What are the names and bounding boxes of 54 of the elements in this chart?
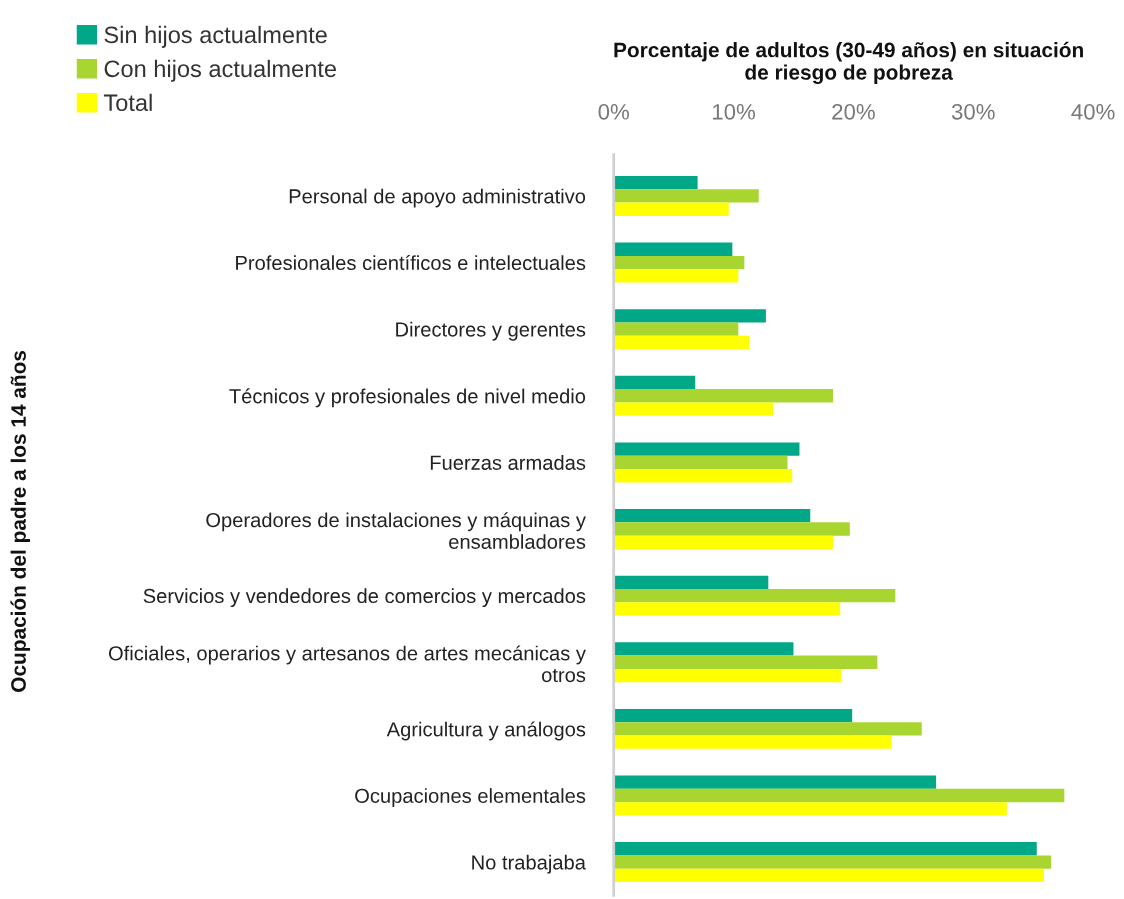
bar [613,455,788,470]
legend-label: Sin hijos actualmente [104,25,327,48]
bar [613,868,1044,883]
bar [613,255,745,270]
y-tick-label: Profesionales científicos e intelectuales [236,255,586,271]
legend-label: Total [103,93,152,112]
y-tick-label: Técnicos y profesionales de nivel medio [229,388,586,408]
bar [613,788,1065,803]
x-tick-label: 10% [713,103,755,120]
bar [613,202,729,216]
bar [613,402,774,416]
bar [613,442,800,456]
bar [613,642,794,656]
bar [613,535,834,549]
x-tick-label: 0% [598,103,629,120]
y-tick-label: Fuerzas armadas [430,455,586,470]
bar [613,322,739,336]
bar [613,522,850,536]
bar [613,802,1007,816]
y-tick-label: Oficiales, operarios y artesanos de artes mecánicas y otros [108,645,586,683]
y-tick-label: Agricultura y análogos [386,721,586,741]
bar [613,655,878,669]
bar [613,389,834,403]
bar [613,588,896,603]
bar [613,842,1037,856]
bar [613,335,750,350]
y-tick-label: Directores y gerentes [396,321,586,341]
x-tick-label: 30% [951,103,995,120]
y-tick-label: Personal de apoyo administrativo [289,188,586,208]
bar [613,735,892,749]
bar [613,668,842,683]
bar [613,509,811,523]
bar [613,189,759,203]
chart-title: Porcentaje de adultos (30-49 años) en situación de riesgo de pobreza [614,41,1083,84]
bar [613,269,739,283]
x-tick-label: 40% [1071,103,1115,120]
bar [613,602,841,616]
bar [613,309,766,323]
legend-label: Con hijos actualmente [104,59,336,82]
y-tick-label: Operadores de instalaciones y máquinas y ensambladores [206,512,586,549]
y-axis-title: Ocupación del padre a los 14 años [10,350,31,692]
bar [613,375,696,390]
bar [613,469,793,483]
y-tick-label: No trabajaba [472,854,586,874]
bar [613,242,733,256]
y-tick-label: Ocupaciones elementales [355,788,586,807]
bar [613,175,698,190]
bar [613,775,937,789]
bar [613,722,922,736]
bar [613,575,769,589]
y-tick-label: Servicios y vendedores de comercios y mercados [143,588,586,608]
bar [613,708,853,723]
bar [613,855,1052,869]
x-tick-label: 20% [832,103,875,120]
